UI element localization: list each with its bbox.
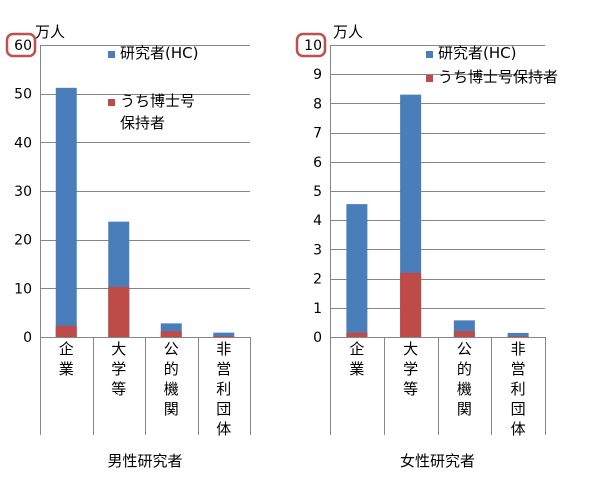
y-tick-label: 3 [313, 242, 322, 258]
category-label: 公的機関 [457, 340, 472, 418]
category-label: 大学等 [403, 340, 418, 398]
legend-label-1: 研究者(HC) [438, 44, 516, 62]
legend-swatch-2 [426, 75, 433, 82]
bar-doctorate-2 [108, 286, 130, 337]
bar-total-1 [55, 87, 77, 338]
legend-swatch-1 [108, 51, 115, 58]
x-axis-title: 女性研究者 [400, 452, 475, 470]
bar-doctorate-3 [453, 331, 475, 337]
y-tick-label: 5 [313, 184, 322, 200]
y-tick-label: 10 [304, 38, 322, 54]
y-tick-label: 30 [14, 184, 32, 200]
unit-label: 万人 [333, 23, 363, 41]
bar-doctorate-4 [507, 336, 529, 337]
y-tick-label: 8 [313, 96, 322, 112]
y-tick-label: 20 [14, 233, 32, 249]
legend-swatch-1 [426, 51, 433, 58]
highlight-box [5, 32, 37, 58]
category-label: 企業 [59, 340, 74, 378]
y-tick-label: 60 [14, 38, 32, 54]
y-tick-label: 7 [313, 126, 322, 142]
y-tick-label: 50 [14, 87, 32, 103]
bar-doctorate-2 [400, 272, 422, 337]
category-label: 非営利団体 [511, 340, 526, 438]
bar-total-4 [213, 332, 235, 337]
y-tick-label: 2 [313, 272, 322, 288]
y-tick-label: 0 [313, 330, 322, 346]
bar-total-1 [346, 204, 368, 337]
y-tick-label: 1 [313, 301, 322, 317]
y-tick-label: 9 [313, 67, 322, 83]
bar-doctorate-1 [346, 332, 368, 337]
bar-doctorate-4 [213, 336, 235, 337]
legend-label-1: 研究者(HC) [120, 44, 198, 62]
unit-label: 万人 [35, 23, 65, 41]
category-label: 大学等 [111, 340, 126, 398]
y-tick-label: 40 [14, 135, 32, 151]
category-label: 企業 [349, 340, 364, 378]
legend-swatch-2 [108, 99, 115, 106]
x-axis-title: 男性研究者 [107, 452, 182, 470]
y-tick-label: 0 [23, 330, 32, 346]
category-label: 公的機関 [164, 340, 179, 418]
y-tick-label: 10 [14, 281, 32, 297]
y-tick-label: 6 [313, 155, 322, 171]
bar-total-4 [507, 332, 529, 337]
legend-label-2: うち博士号保持者 [120, 92, 195, 132]
y-tick-label: 4 [313, 213, 322, 229]
bar-doctorate-3 [160, 331, 182, 337]
bar-doctorate-1 [55, 325, 77, 337]
legend-label-2: うち博士号保持者 [438, 68, 558, 86]
category-label: 非営利団体 [216, 340, 231, 438]
highlight-box [295, 32, 327, 58]
